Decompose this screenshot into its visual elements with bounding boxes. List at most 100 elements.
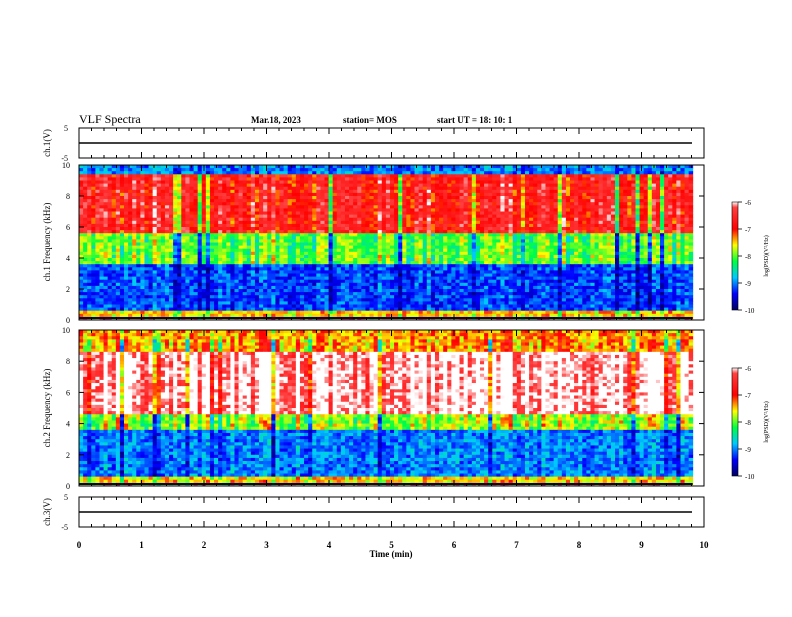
spec1-cell	[648, 212, 652, 216]
spec1-cell	[198, 243, 202, 247]
spec1-cell	[427, 230, 431, 234]
spec1-cell	[263, 261, 267, 265]
spec1-cell	[615, 261, 619, 265]
spec1-cell	[599, 230, 603, 234]
spec1-cell	[672, 184, 676, 188]
spec1-cell	[275, 236, 279, 240]
spec1-cell	[329, 171, 333, 175]
spec1-cell	[525, 236, 529, 240]
spec1-cell	[603, 236, 607, 240]
spec1-cell	[619, 255, 623, 259]
spec1-cell	[689, 208, 693, 212]
spec1-cell	[157, 165, 161, 169]
spec1-cell	[390, 233, 394, 237]
spec1-cell	[672, 202, 676, 206]
spec1-cell	[157, 221, 161, 225]
spec1-cell	[672, 243, 676, 247]
spec1-cell	[521, 165, 525, 169]
spec1-cell	[316, 202, 320, 206]
spec1-cell	[402, 205, 406, 209]
spec1-cell	[484, 239, 488, 243]
spec1-cell	[644, 208, 648, 212]
spec1-cell	[464, 199, 468, 203]
spec1-cell	[243, 212, 247, 216]
spec1-cell	[325, 212, 329, 216]
spec1-cell	[586, 171, 590, 175]
spec1-cell	[198, 171, 202, 175]
spec1-cell	[320, 218, 324, 222]
spec1-cell	[177, 264, 181, 268]
spec1-cell	[460, 190, 464, 194]
spec1-cell	[668, 243, 672, 247]
spec1-cell	[517, 239, 521, 243]
spec1-cell	[320, 230, 324, 234]
spec1-cell	[181, 218, 185, 222]
spec1-cell	[181, 205, 185, 209]
spec1-cell	[623, 196, 627, 200]
spec1-cell	[189, 202, 193, 206]
spec1-cell	[590, 246, 594, 250]
spec1-cell	[239, 208, 243, 212]
spec1-cell	[656, 221, 660, 225]
spec1-cell	[99, 261, 103, 265]
spec1-cell	[668, 168, 672, 172]
spec1-cell	[79, 171, 83, 175]
spec1-cell	[398, 174, 402, 178]
spec1-cell	[99, 202, 103, 206]
spec1-cell	[386, 190, 390, 194]
spec1-cell	[341, 193, 345, 197]
spec1-cell	[259, 264, 263, 268]
spec1-cell	[296, 177, 300, 181]
spec1-cell	[284, 243, 288, 247]
spec1-cell	[230, 224, 234, 228]
spec1-cell	[423, 224, 427, 228]
spec1-cell	[124, 187, 128, 191]
spec1-cell	[157, 199, 161, 203]
spec1-cell	[680, 165, 684, 169]
spec1-cell	[447, 174, 451, 178]
spec1-cell	[623, 239, 627, 243]
spec1-cell	[492, 236, 496, 240]
spec1-cell	[206, 224, 210, 228]
spec1-cell	[386, 165, 390, 169]
spec1-cell	[484, 221, 488, 225]
spec1-cell	[529, 215, 533, 219]
spec1-cell	[635, 212, 639, 216]
spec1-cell	[255, 233, 259, 237]
spec1-cell	[79, 243, 83, 247]
spec1-cell	[676, 196, 680, 200]
spec1-cell	[300, 215, 304, 219]
spec1-cell	[296, 187, 300, 191]
spec1-cell	[194, 252, 198, 256]
spec1-cell	[689, 187, 693, 191]
spec1-cell	[292, 255, 296, 259]
spec1-cell	[255, 196, 259, 200]
spec1-cell	[173, 165, 177, 169]
spec1-cell	[533, 246, 537, 250]
spec1-cell	[210, 230, 214, 234]
spec1-cell	[337, 171, 341, 175]
spec1-cell	[545, 187, 549, 191]
spec1-cell	[419, 215, 423, 219]
spec1-cell	[644, 215, 648, 219]
spec1-cell	[680, 243, 684, 247]
spec1-cell	[685, 208, 689, 212]
spec1-cell	[623, 261, 627, 265]
spec1-cell	[685, 224, 689, 228]
spec1-cell	[603, 190, 607, 194]
spec1-cell	[120, 196, 124, 200]
spec1-cell	[484, 218, 488, 222]
spec1-cell	[189, 264, 193, 268]
spec1-cell	[132, 221, 136, 225]
spec1-cell	[153, 212, 157, 216]
spec1-cell	[509, 184, 513, 188]
spec1-cell	[230, 202, 234, 206]
spec1-cell	[357, 208, 361, 212]
spec1-cell	[320, 177, 324, 181]
spec1-cell	[361, 165, 365, 169]
spec1-cell	[631, 196, 635, 200]
spec1-cell	[263, 264, 267, 268]
spec1-cell	[676, 236, 680, 240]
spec1-cell	[635, 246, 639, 250]
spec1-cell	[496, 221, 500, 225]
